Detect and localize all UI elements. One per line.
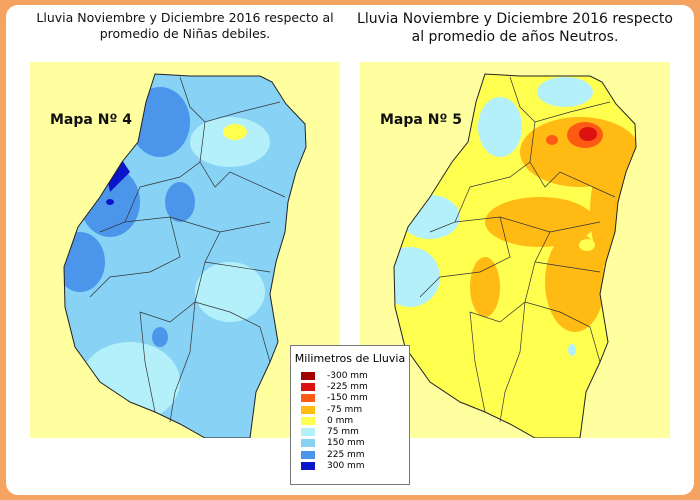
legend-label: 300 mm bbox=[327, 461, 365, 472]
legend-item: -225 mm bbox=[301, 381, 409, 392]
map-5-label: Mapa Nº 5 bbox=[380, 112, 462, 128]
department-boundary bbox=[469, 121, 536, 188]
legend-swatch bbox=[301, 462, 315, 471]
department-boundary bbox=[524, 301, 561, 313]
map-4-panel: Mapa Nº 4 bbox=[30, 62, 340, 438]
department-boundary bbox=[199, 161, 286, 198]
department-boundary bbox=[124, 216, 271, 233]
legend-label: 225 mm bbox=[327, 449, 365, 460]
department-boundary bbox=[194, 301, 231, 313]
department-boundary bbox=[559, 311, 601, 363]
legend-swatch bbox=[301, 394, 315, 403]
legend-item: -75 mm bbox=[301, 404, 409, 415]
legend: Milimetros de Lluvia -300 mm -225 mm -150 … bbox=[290, 345, 410, 485]
legend-label: -150 mm bbox=[327, 393, 368, 404]
legend-swatch bbox=[301, 371, 315, 380]
department-boundary bbox=[204, 261, 271, 273]
department-boundary bbox=[454, 216, 601, 233]
map-5-title: Lluvia Noviembre y Diciembre 2016 respec… bbox=[357, 11, 673, 46]
department-boundary bbox=[529, 161, 616, 198]
legend-item: -150 mm bbox=[301, 393, 409, 404]
legend-swatch bbox=[301, 405, 315, 414]
department-boundary bbox=[534, 261, 601, 273]
legend-title: Milimetros de Lluvia bbox=[294, 352, 406, 365]
legend-item: 150 mm bbox=[301, 438, 409, 449]
department-boundary bbox=[499, 301, 526, 423]
map-4-province bbox=[63, 73, 307, 438]
department-boundary bbox=[469, 311, 486, 413]
map-4-title: Lluvia Noviembre y Diciembre 2016 respec… bbox=[36, 10, 334, 42]
department-boundary bbox=[139, 311, 156, 413]
map-5-panel: Mapa Nº 5 bbox=[360, 62, 670, 438]
legend-item: 0 mm bbox=[301, 415, 409, 426]
legend-label: 150 mm bbox=[327, 438, 365, 449]
map-5-province bbox=[393, 73, 637, 438]
legend-swatch bbox=[301, 416, 315, 425]
legend-label: 0 mm bbox=[327, 415, 354, 426]
department-boundary bbox=[89, 216, 181, 298]
legend-item: -300 mm bbox=[301, 370, 409, 381]
department-boundary bbox=[229, 311, 271, 363]
department-boundary bbox=[419, 216, 511, 298]
legend-swatch bbox=[301, 450, 315, 459]
legend-label: -225 mm bbox=[327, 381, 368, 392]
legend-swatch bbox=[301, 382, 315, 391]
legend-swatch bbox=[301, 439, 315, 448]
department-boundary bbox=[139, 121, 206, 188]
legend-item: 75 mm bbox=[301, 426, 409, 437]
map-4-label: Mapa Nº 4 bbox=[50, 112, 132, 128]
legend-item: 300 mm bbox=[301, 460, 409, 471]
department-boundary bbox=[169, 301, 196, 423]
legend-item: 225 mm bbox=[301, 449, 409, 460]
legend-label: 75 mm bbox=[327, 427, 359, 438]
legend-label: -300 mm bbox=[327, 370, 368, 381]
legend-swatch bbox=[301, 428, 315, 437]
legend-label: -75 mm bbox=[327, 404, 363, 415]
